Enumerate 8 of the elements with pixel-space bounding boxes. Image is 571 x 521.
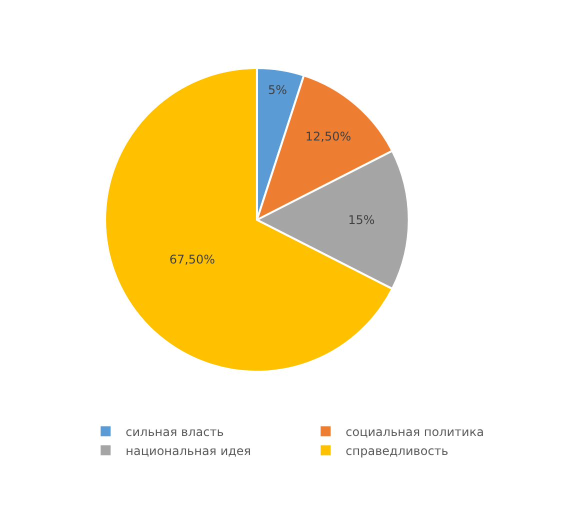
legend-label: национальная идея [126,444,252,458]
legend-label: справедливость [346,444,448,458]
data-label: 15% [348,212,375,227]
data-label: 12,50% [305,129,352,144]
data-label: 67,50% [169,252,216,267]
legend-label: сильная власть [126,424,224,439]
data-label: 5% [268,83,288,98]
legend-label: социальная политика [346,424,484,439]
